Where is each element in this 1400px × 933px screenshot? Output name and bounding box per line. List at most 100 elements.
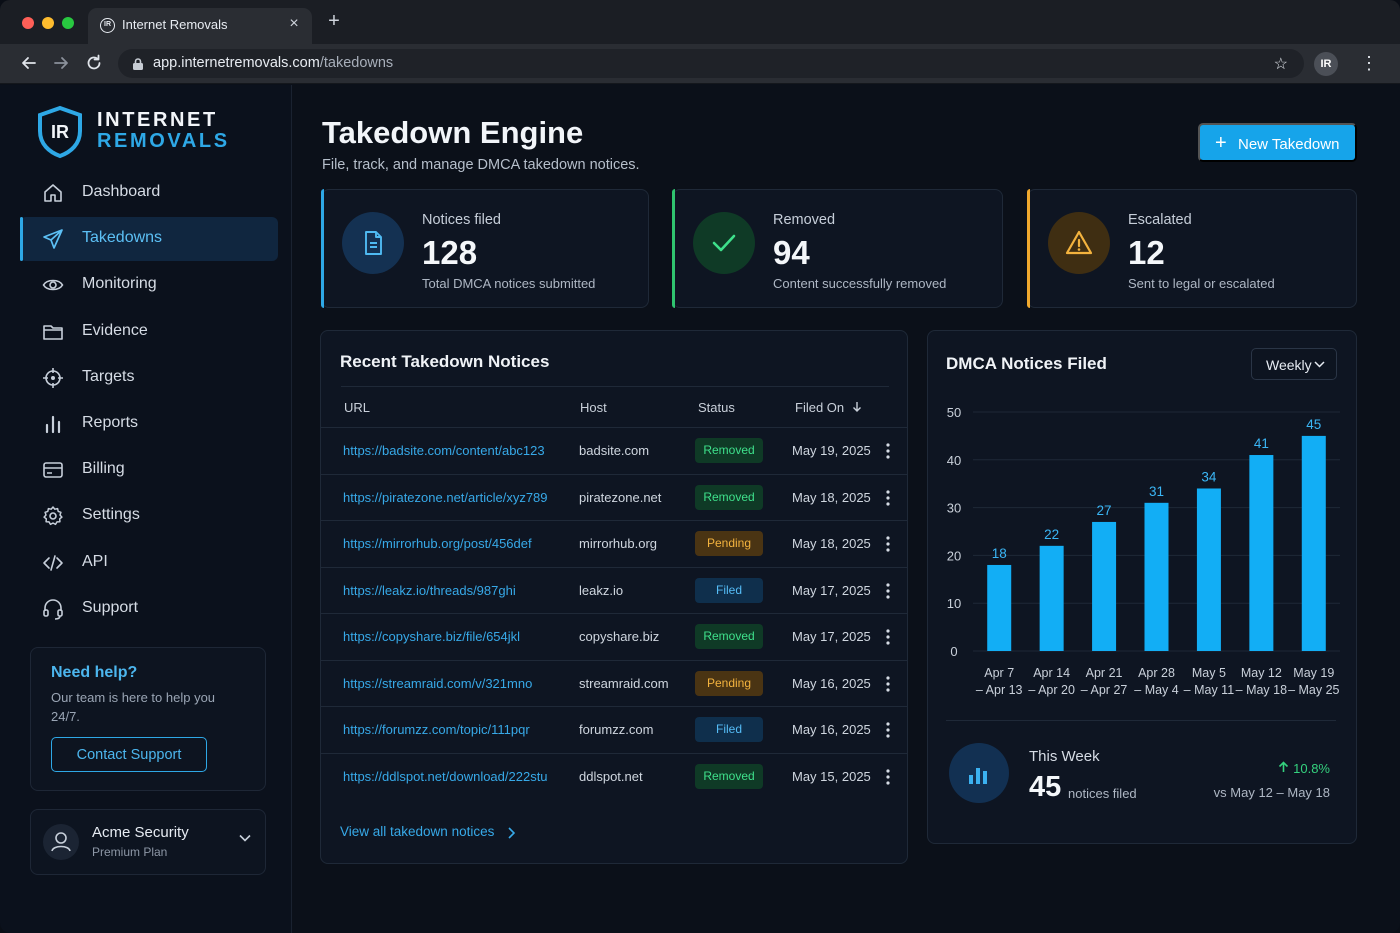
notice-url-link[interactable]: https://streamraid.com/v/321mno (343, 675, 533, 691)
maximize-window-button[interactable] (62, 17, 74, 29)
row-menu-icon[interactable] (883, 534, 893, 554)
account-switcher[interactable]: Acme Security Premium Plan (30, 809, 266, 875)
bar-value-label: 27 (1097, 503, 1112, 518)
notice-url-link[interactable]: https://piratezone.net/article/xyz789 (343, 489, 548, 505)
x-tick-label: – Apr 27 (1081, 683, 1128, 697)
sidebar-item-label: Monitoring (82, 275, 157, 293)
tab-title: Internet Removals (122, 17, 228, 32)
table-row[interactable]: https://badsite.com/content/abc123 badsit… (321, 427, 907, 473)
notice-host: copyshare.biz (579, 629, 660, 644)
x-tick-label: May 12 (1241, 666, 1282, 680)
status-badge: Pending (695, 531, 763, 556)
table-row[interactable]: https://leakz.io/threads/987ghi leakz.io F… (321, 566, 907, 613)
row-menu-icon[interactable] (883, 720, 893, 740)
notice-filed-date: May 18, 2025 (792, 489, 871, 505)
divider (946, 720, 1336, 721)
notice-url-link[interactable]: https://forumzz.com/topic/111pqr (343, 722, 530, 737)
favicon-icon: IR (100, 18, 115, 33)
stat-accent-bar (1027, 189, 1030, 308)
table-header: URL Host Status Filed On (341, 386, 889, 426)
stat-description: Total DMCA notices submitted (422, 276, 596, 291)
bar-value-label: 34 (1201, 469, 1217, 484)
reload-icon[interactable] (83, 52, 105, 74)
close-window-button[interactable] (22, 17, 34, 29)
forward-icon[interactable] (50, 52, 72, 74)
table-row[interactable]: https://mirrorhub.org/post/456def mirrorh… (321, 520, 907, 566)
chevron-right-icon[interactable] (507, 827, 515, 839)
stat-accent-bar (672, 189, 675, 308)
sidebar-item-api[interactable]: API (20, 541, 278, 585)
sidebar-item-takedowns[interactable]: Takedowns (20, 217, 278, 262)
table-row[interactable]: https://ddlspot.net/download/222stu ddlsp… (321, 752, 907, 799)
browser-profile-avatar[interactable]: IR (1314, 52, 1338, 76)
column-header-filed-on[interactable]: Filed On (795, 400, 862, 415)
browser-tab[interactable]: IR Internet Removals × (88, 8, 312, 44)
row-menu-icon[interactable] (883, 441, 893, 461)
row-menu-icon[interactable] (883, 581, 893, 601)
notice-url-link[interactable]: https://copyshare.biz/file/654jkl (343, 629, 521, 644)
view-all-link[interactable]: View all takedown notices (340, 824, 495, 839)
row-menu-icon[interactable] (883, 488, 893, 508)
row-menu-icon[interactable] (883, 674, 893, 694)
y-tick-label: 10 (947, 596, 961, 611)
sidebar-item-targets[interactable]: Targets (20, 356, 278, 400)
table-row[interactable]: https://piratezone.net/article/xyz789 pir… (321, 473, 907, 520)
help-title: Need help? (51, 664, 138, 681)
table-row[interactable]: https://forumzz.com/topic/111pqr forumzz.… (321, 706, 907, 752)
back-icon[interactable] (18, 52, 40, 74)
chart-bar (1301, 435, 1326, 651)
chevron-down-icon (1314, 361, 1325, 368)
minimize-window-button[interactable] (42, 17, 54, 29)
contact-support-button[interactable]: Contact Support (51, 737, 207, 772)
url-field[interactable]: app.internetremovals.com/takedowns ☆ (118, 49, 1304, 78)
bar-value-label: 31 (1149, 484, 1164, 499)
sidebar-item-monitoring[interactable]: Monitoring (20, 263, 278, 307)
y-tick-label: 30 (947, 501, 961, 516)
notice-url-link[interactable]: https://mirrorhub.org/post/456def (343, 536, 532, 551)
x-tick-label: – May 18 (1236, 683, 1287, 697)
notice-url-link[interactable]: https://leakz.io/threads/987ghi (343, 582, 516, 598)
sidebar-item-reports[interactable]: Reports (20, 402, 278, 446)
sidebar-item-support[interactable]: Support (20, 587, 278, 631)
row-menu-icon[interactable] (883, 627, 893, 647)
notice-filed-date: May 17, 2025 (792, 582, 871, 598)
table-row[interactable]: https://copyshare.biz/file/654jkl copysha… (321, 613, 907, 659)
status-badge: Filed (695, 577, 763, 603)
sidebar-item-label: Settings (82, 506, 140, 524)
sidebar-item-dashboard[interactable]: Dashboard (20, 171, 278, 215)
chart-bar (1092, 521, 1117, 651)
document-icon (365, 231, 382, 255)
week-stat-icon-circle (949, 743, 1009, 803)
y-tick-label: 50 (947, 405, 961, 420)
logo-line2: REMOVALS (97, 130, 230, 152)
sidebar-item-label: API (82, 552, 108, 570)
headset-icon (43, 598, 63, 620)
column-header-host[interactable]: Host (580, 400, 607, 415)
bookmark-star-icon[interactable]: ☆ (1273, 56, 1288, 73)
browser-menu-icon[interactable]: ⋮ (1360, 53, 1378, 73)
notice-url-link[interactable]: https://badsite.com/content/abc123 (343, 443, 545, 458)
row-menu-icon[interactable] (883, 767, 893, 787)
logo-shield-icon: IR (38, 105, 82, 159)
sidebar-item-evidence[interactable]: Evidence (20, 310, 278, 354)
column-header-url[interactable]: URL (344, 400, 371, 415)
period-select[interactable]: Weekly (1251, 348, 1337, 380)
new-tab-icon[interactable]: + (328, 10, 340, 32)
sidebar-item-billing[interactable]: Billing (20, 448, 278, 492)
new-takedown-button[interactable]: + New Takedown (1198, 123, 1357, 162)
table-row[interactable]: https://streamraid.com/v/321mno streamrai… (321, 659, 907, 706)
y-tick-label: 20 (947, 548, 961, 563)
chart-bar (987, 564, 1012, 651)
notice-host: streamraid.com (579, 675, 669, 691)
notice-filed-date: May 16, 2025 (792, 722, 871, 737)
y-tick-label: 40 (947, 453, 961, 468)
close-tab-icon[interactable]: × (289, 15, 299, 32)
column-header-status[interactable]: Status (698, 400, 735, 415)
sidebar-item-label: Evidence (82, 321, 148, 339)
sidebar-item-label: Reports (82, 413, 139, 431)
bar-chart-icon (45, 415, 61, 434)
sidebar-item-settings[interactable]: Settings (20, 494, 278, 538)
notice-url-link[interactable]: https://ddlspot.net/download/222stu (343, 768, 548, 784)
stat-icon-circle (342, 212, 404, 274)
this-week-range: vs May 12 – May 18 (1213, 785, 1330, 800)
